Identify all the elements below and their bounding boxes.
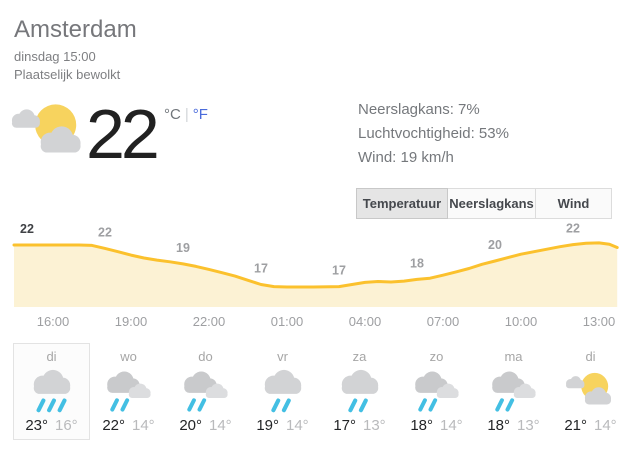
high-temp: 23°	[25, 417, 48, 434]
chart-point-label: 17	[254, 262, 268, 276]
day-label: ma	[504, 349, 523, 364]
chart-tick-label: 07:00	[427, 314, 460, 329]
wind-speed: Wind: 19 km/h	[358, 149, 454, 166]
chart-tick-label: 01:00	[271, 314, 304, 329]
high-temp: 18°	[410, 417, 433, 434]
precipitation-chance: Neerslagkans: 7%	[358, 101, 480, 118]
unit-celsius: °C	[164, 106, 181, 123]
daily-forecast: di 23° 16° wo 22° 14° do 20° 14° vr 19° 14° za 17° 13°…	[13, 343, 627, 440]
chart-point-label: 22	[566, 222, 580, 236]
showers-icon	[183, 371, 228, 412]
low-temp: 14°	[132, 417, 155, 434]
chart-tabs: Temperatuur Neerslagkans Wind	[356, 188, 612, 219]
unit-fahrenheit-link[interactable]: °F	[192, 106, 208, 123]
day-temps: 21° 14°	[564, 417, 616, 434]
day-label: za	[352, 349, 367, 364]
high-temp: 20°	[179, 417, 202, 434]
chart-point-label: 22	[20, 222, 34, 236]
showers-icon	[106, 371, 151, 412]
low-temp: 13°	[363, 417, 386, 434]
partly-cloudy-icon	[11, 104, 81, 153]
temperature-chart[interactable]: 22 22 19 17 17 18 20 22 16:00 19:00 22:00 01:00 04:0…	[0, 218, 627, 340]
humidity: Luchtvochtigheid: 53%	[358, 125, 509, 142]
chart-point-label: 22	[98, 225, 112, 239]
chart-line	[12, 241, 619, 289]
day-temps: 20° 14°	[179, 417, 231, 434]
forecast-day-di-0[interactable]: di 23° 16°	[13, 343, 90, 440]
low-temp: 14°	[286, 417, 309, 434]
forecast-day-za-4[interactable]: za 17° 13°	[321, 343, 398, 440]
day-label: di	[585, 349, 596, 364]
low-temp: 14°	[440, 417, 463, 434]
day-icon-wrap	[334, 367, 386, 415]
tab-temperatuur[interactable]: Temperatuur	[356, 188, 448, 219]
city-name: Amsterdam	[14, 16, 137, 43]
high-temp: 18°	[487, 417, 510, 434]
forecast-day-zo-5[interactable]: zo 18° 14°	[398, 343, 475, 440]
chart-point-label: 18	[410, 256, 424, 270]
forecast-day-di-7[interactable]: di 21° 14°	[552, 343, 627, 440]
forecast-day-do-2[interactable]: do 20° 14°	[167, 343, 244, 440]
day-temps: 18° 14°	[410, 417, 462, 434]
showers-icon	[491, 371, 536, 412]
day-label: di	[46, 349, 57, 364]
day-icon-wrap	[488, 367, 540, 415]
condition-text: Plaatselijk bewolkt	[14, 67, 121, 82]
chart-tick-label: 16:00	[37, 314, 70, 329]
showers-icon	[414, 371, 459, 412]
current-temperature: 22	[86, 95, 160, 173]
chart-tick-label: 13:00	[583, 314, 616, 329]
day-temps: 23° 16°	[25, 417, 77, 434]
day-icon-wrap	[565, 367, 617, 415]
day-temps: 19° 14°	[256, 417, 308, 434]
day-temps: 18° 13°	[487, 417, 539, 434]
chart-tick-label: 22:00	[193, 314, 226, 329]
chart-point-label: 19	[176, 241, 190, 255]
chart-point-label: 20	[488, 238, 502, 252]
tab-wind[interactable]: Wind	[535, 188, 612, 219]
unit-divider: |	[184, 106, 189, 123]
high-temp: 21°	[564, 417, 587, 434]
rain-icon	[341, 369, 378, 413]
day-temps: 22° 14°	[102, 417, 154, 434]
chart-tick-label: 19:00	[115, 314, 148, 329]
day-icon-wrap	[26, 367, 78, 415]
high-temp: 19°	[256, 417, 279, 434]
day-label: wo	[120, 349, 137, 364]
day-label: do	[198, 349, 213, 364]
partly-cloudy-icon	[8, 98, 92, 166]
chart-area-fill	[14, 242, 618, 307]
chart-tick-label: 10:00	[505, 314, 538, 329]
day-label: zo	[429, 349, 444, 364]
high-temp: 22°	[102, 417, 125, 434]
day-label: vr	[277, 349, 288, 364]
forecast-day-ma-6[interactable]: ma 18° 13°	[475, 343, 552, 440]
forecast-day-wo-1[interactable]: wo 22° 14°	[90, 343, 167, 440]
low-temp: 14°	[209, 417, 232, 434]
tab-neerslagkans[interactable]: Neerslagkans	[447, 188, 536, 219]
header: Amsterdam dinsdag 15:00 Plaatselijk bewo…	[14, 16, 137, 84]
low-temp: 16°	[55, 417, 78, 434]
high-temp: 17°	[333, 417, 356, 434]
forecast-day-vr-3[interactable]: vr 19° 14°	[244, 343, 321, 440]
low-temp: 13°	[517, 417, 540, 434]
weather-details: Neerslagkans: 7% Luchtvochtigheid: 53% W…	[358, 98, 509, 170]
day-icon-wrap	[103, 367, 155, 415]
date-time: dinsdag 15:00	[14, 49, 96, 64]
day-icon-wrap	[257, 367, 309, 415]
rain-icon	[264, 369, 301, 413]
partly-cloudy-icon	[565, 372, 611, 405]
chart-tick-label: 04:00	[349, 314, 382, 329]
day-icon-wrap	[411, 367, 463, 415]
day-icon-wrap	[180, 367, 232, 415]
chart-point-label: 17	[332, 264, 346, 278]
rain-heavy-icon	[33, 369, 70, 413]
unit-toggle: °C | °F	[164, 106, 208, 123]
low-temp: 14°	[594, 417, 617, 434]
day-temps: 17° 13°	[333, 417, 385, 434]
